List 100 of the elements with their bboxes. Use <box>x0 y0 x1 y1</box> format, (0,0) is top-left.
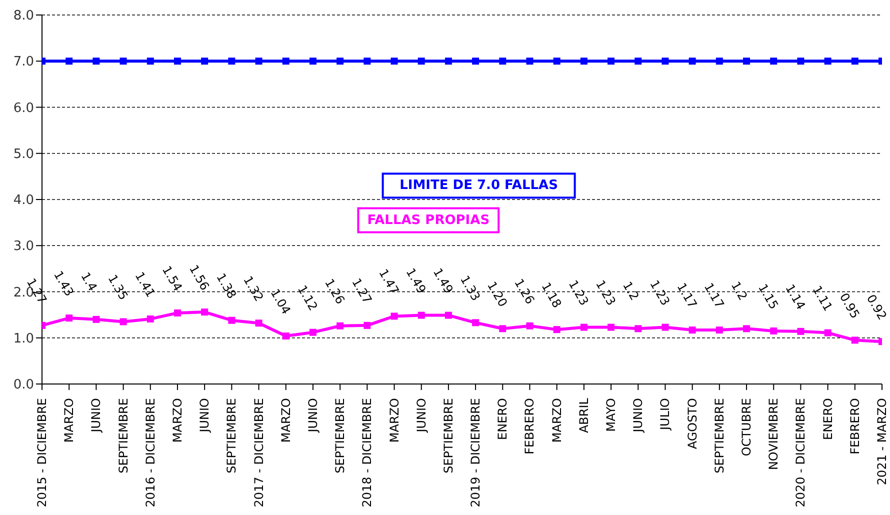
point <box>255 58 262 65</box>
point <box>716 58 723 65</box>
data-label: 1.2 <box>728 279 750 303</box>
point <box>418 312 425 319</box>
point <box>526 322 534 330</box>
y-tick-label: 1.0 <box>13 331 34 346</box>
point <box>608 324 615 331</box>
point <box>228 316 236 324</box>
x-tick-label: 2016 - DICIEMBRE <box>143 398 158 508</box>
point <box>146 58 154 65</box>
point <box>526 58 534 65</box>
point <box>228 58 236 65</box>
point <box>770 58 778 65</box>
point <box>716 326 723 334</box>
point <box>553 326 560 334</box>
point <box>634 325 642 332</box>
point <box>146 315 154 322</box>
point <box>282 58 290 65</box>
y-tick-label: 6.0 <box>13 100 34 116</box>
x-tick-label: AGOSTO <box>685 398 700 450</box>
text: LIMITE DE 7.0 FALLAS <box>400 178 558 194</box>
point <box>797 58 804 65</box>
x-tick-label: MARZO <box>170 398 184 443</box>
point <box>201 308 208 316</box>
point <box>255 320 262 327</box>
x-tick-label: OCTUBRE <box>740 398 754 456</box>
x-tick-label: 2017 - DICIEMBRE <box>252 398 266 508</box>
point <box>92 316 100 323</box>
point <box>743 58 750 65</box>
x-tick-label: 2020 - DICIEMBRE <box>794 398 808 508</box>
point <box>174 58 181 65</box>
point <box>390 312 398 320</box>
point <box>364 322 371 329</box>
point <box>608 58 615 65</box>
point <box>662 324 669 331</box>
point <box>688 326 696 334</box>
y-tick-label: 3.0 <box>13 239 34 254</box>
x-tick-label: 2019 - DICIEMBRE <box>468 398 483 508</box>
x-tick-label: JUNIO <box>414 398 428 434</box>
x-tick-label: MARZO <box>62 398 76 443</box>
point <box>309 328 316 336</box>
point <box>309 58 316 65</box>
point <box>66 58 73 65</box>
point <box>688 58 696 65</box>
x-tick-label: MAYO <box>604 398 618 432</box>
point <box>444 312 452 319</box>
x-tick-label: SEPTIEMBRE <box>712 398 726 474</box>
point <box>201 58 208 65</box>
point <box>66 314 73 322</box>
point <box>662 58 669 65</box>
x-tick-label: SEPTIEMBRE <box>224 398 239 474</box>
point <box>634 58 642 65</box>
x-tick-label: SEPTIEMBRE <box>333 398 348 474</box>
point <box>282 332 290 340</box>
x-tick-label: SEPTIEMBRE <box>441 398 456 474</box>
x-tick-label: ABRIL <box>576 398 591 434</box>
x-tick-label: 2015 - DICIEMBRE <box>35 398 49 508</box>
y-tick-label: 4.0 <box>13 193 34 208</box>
y-tick-label: 8.0 <box>13 8 34 24</box>
point <box>797 328 804 335</box>
point <box>120 58 127 65</box>
x-tick-label: MARZO <box>387 398 402 443</box>
x-tick-label: JUNIO <box>306 398 320 434</box>
x-tick-label: 2018 - DICIEMBRE <box>360 398 374 508</box>
point <box>120 318 127 326</box>
y-tick-label: 5.0 <box>13 146 34 162</box>
x-tick-label: JULIO <box>658 398 672 431</box>
point <box>499 58 506 65</box>
point <box>444 58 452 65</box>
point <box>390 58 398 65</box>
x-tick-label: ENERO <box>820 398 835 440</box>
x-tick-label: SEPTIEMBRE <box>116 398 130 474</box>
point <box>174 309 181 316</box>
x-tick-label: JUNIO <box>631 398 646 434</box>
y-tick-label: 7.0 <box>13 54 34 70</box>
x-tick-label: MARZO <box>550 398 564 443</box>
x-tick-label: JUNIO <box>198 398 212 434</box>
data-label: 1.4 <box>78 270 100 294</box>
point <box>472 58 480 65</box>
point <box>743 325 750 332</box>
point <box>824 58 832 65</box>
x-tick-label: NOVIEMBRE <box>766 398 781 470</box>
point <box>336 322 344 330</box>
point <box>472 319 480 326</box>
point <box>364 58 371 65</box>
text: FALLAS PROPIAS <box>367 212 490 228</box>
point <box>418 58 425 65</box>
point <box>824 329 832 336</box>
point <box>580 58 588 65</box>
point <box>851 58 858 65</box>
x-tick-label: 2021 - MARZO <box>875 398 889 486</box>
point <box>336 58 344 65</box>
x-tick-label: FEBRERO <box>522 398 537 454</box>
point <box>92 58 100 65</box>
point <box>580 324 588 331</box>
point <box>553 58 560 65</box>
point <box>851 336 858 344</box>
x-tick-label: MARZO <box>278 398 293 443</box>
data-label: 1.2 <box>620 279 642 303</box>
x-tick-label: ENERO <box>496 398 510 440</box>
